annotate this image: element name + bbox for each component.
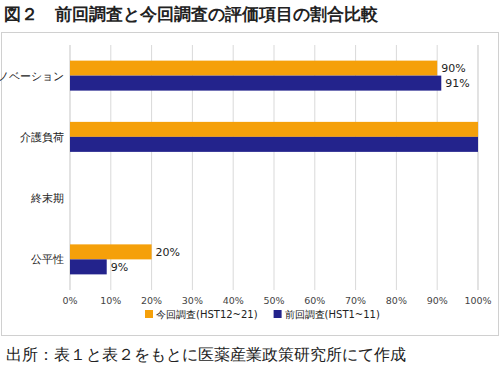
bar (70, 137, 478, 152)
category-label: 公平性 (31, 253, 64, 266)
tick-label: 50% (263, 295, 284, 306)
tick-label: 60% (304, 295, 325, 306)
category-label: イノベーション (0, 70, 64, 83)
data-label: 9% (111, 261, 128, 274)
legend-swatch (274, 310, 282, 318)
tick-label: 40% (223, 295, 244, 306)
bar (70, 122, 478, 137)
source-note: 出所：表１と表２をもとに医薬産業政策研究所にて作成 (6, 345, 406, 364)
title: 図２ 前回調査と今回調査の評価項目の割合比較 (4, 4, 379, 24)
axis-line (478, 45, 479, 290)
bar (70, 198, 71, 213)
data-label: 20% (156, 246, 180, 259)
category-label: 介護負荷 (20, 131, 64, 144)
legend-label: 今回調査(HST12~21) (156, 309, 258, 320)
data-label: 91% (445, 77, 469, 90)
tick-label: 90% (427, 295, 448, 306)
category-label: 終末期 (30, 192, 64, 205)
data-label: 90% (441, 62, 465, 75)
chart: 図２ 前回調査と今回調査の評価項目の割合比較 0% 10% 20% 30% 40% 50% 6… (0, 0, 500, 370)
bar (70, 244, 152, 259)
bar (70, 259, 107, 274)
tick-label: 30% (182, 295, 203, 306)
tick-label: 100% (464, 295, 491, 306)
legend-label: 前回調査(HST1~11) (285, 309, 380, 320)
bar (70, 61, 437, 76)
tick-label: 10% (100, 295, 121, 306)
legend-swatch (145, 310, 153, 318)
bar (70, 183, 71, 198)
tick-label: 80% (386, 295, 407, 306)
tick-label: 70% (345, 295, 366, 306)
bar (70, 76, 441, 91)
tick-label: 20% (141, 295, 162, 306)
grid-line (478, 45, 479, 290)
chart-frame (2, 33, 499, 336)
bars (70, 61, 478, 275)
tick-label: 0% (62, 295, 77, 306)
